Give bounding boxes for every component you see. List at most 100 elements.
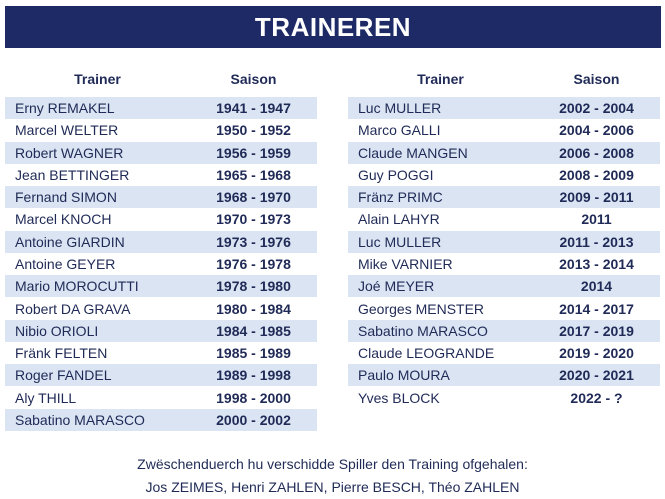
trainer-name: Luc MULLER: [358, 233, 442, 250]
trainer-season: 2017 - 2019: [559, 322, 634, 339]
trainer-season: 2000 - 2002: [216, 411, 291, 428]
trainer-name: Marco GALLI: [358, 122, 441, 139]
table-row: Georges MENSTER 2014 - 2017: [348, 297, 660, 319]
season-column-header: Saison: [573, 71, 620, 87]
trainer-season: 1998 - 2000: [216, 389, 291, 406]
trainer-rows-right: Luc MULLER 2002 - 2004 Marco GALLI 2004 - 2…: [348, 97, 660, 409]
trainer-season: 2006 - 2008: [559, 144, 634, 161]
table-row: Nibio ORIOLI 1984 - 1985: [5, 319, 317, 342]
trainer-season: 1970 - 1973: [216, 211, 291, 228]
trainer-name: Sabatino MARASCO: [15, 411, 145, 428]
trainer-name: Jean BETTINGER: [15, 166, 130, 183]
trainer-name: Robert DA GRAVA: [15, 300, 131, 317]
table-row: Mario MOROCUTTI 1978 - 1980: [5, 275, 317, 298]
table-row: Luc MULLER 2002 - 2004: [348, 97, 660, 120]
table-row: Fernand SIMON 1968 - 1970: [5, 186, 317, 209]
trainer-name: Antoine GIARDIN: [15, 233, 125, 250]
trainer-season: 1976 - 1978: [216, 255, 291, 272]
trainer-season: 1989 - 1998: [216, 367, 291, 384]
trainer-season: 1968 - 1970: [216, 189, 291, 206]
trainer-name: Guy POGGI: [358, 166, 434, 183]
trainer-season: 1978 - 1980: [216, 278, 291, 295]
table-row: Alain LAHYR 2011: [348, 208, 660, 230]
trainer-name: Yves BLOCK: [358, 389, 440, 406]
footer-interim-coaches: Jos ZEIMES, Henri ZAHLEN, Pierre BESCH, …: [145, 479, 520, 495]
trainer-season: 2014 - 2017: [559, 300, 634, 317]
table-row: Mike VARNIER 2013 - 2014: [348, 253, 660, 275]
trainer-season: 2002 - 2004: [559, 100, 634, 117]
trainer-name: Marcel KNOCH: [15, 211, 112, 228]
trainer-table-left: Trainer Saison Erny REMAKEL 1941 - 1947 Ma…: [5, 68, 317, 431]
table-row: Aly THILL 1998 - 2000: [5, 386, 317, 408]
trainer-rows-left: Erny REMAKEL 1941 - 1947 Marcel WELTER 1950…: [5, 97, 317, 431]
table-row: Antoine GEYER 1976 - 1978: [5, 253, 317, 275]
table-row: Fränz PRIMC 2009 - 2011: [348, 186, 660, 209]
trainer-season: 2014: [580, 278, 613, 295]
trainer-season: 2011 - 2013: [559, 233, 634, 250]
trainer-name: Alain LAHYR: [358, 211, 440, 228]
season-column-header: Saison: [230, 71, 277, 87]
table-row: Roger FANDEL 1989 - 1998: [5, 364, 317, 387]
table-row: Claude LEOGRANDE 2019 - 2020: [348, 342, 660, 364]
trainer-season: 1941 - 1947: [216, 100, 291, 117]
table-row: Luc MULLER 2011 - 2013: [348, 230, 660, 253]
trainer-season: 2020 - 2021: [559, 367, 634, 384]
trainer-season: 2008 - 2009: [559, 166, 634, 183]
trainer-table-right: Trainer Saison Luc MULLER 2002 - 2004 Marc…: [348, 68, 660, 409]
trainer-name: Erny REMAKEL: [15, 100, 115, 117]
page-title-banner: TRAINEREN: [5, 6, 661, 48]
trainer-season: 1985 - 1989: [216, 345, 291, 362]
table-header: Trainer Saison: [5, 68, 317, 90]
table-row: Guy POGGI 2008 - 2009: [348, 164, 660, 186]
trainer-season: 1956 - 1959: [216, 144, 291, 161]
trainer-name: Nibio ORIOLI: [15, 322, 99, 339]
trainer-name: Antoine GEYER: [15, 255, 116, 272]
trainer-season: 2019 - 2020: [559, 345, 634, 362]
trainer-season: 1973 - 1976: [216, 233, 291, 250]
trainer-name: Mario MOROCUTTI: [15, 278, 139, 295]
table-row: Marcel KNOCH 1970 - 1973: [5, 208, 317, 230]
trainer-name: Aly THILL: [15, 389, 77, 406]
trainer-name: Luc MULLER: [358, 100, 442, 117]
trainer-name: Mike VARNIER: [358, 255, 453, 272]
page-title: TRAINEREN: [254, 11, 412, 42]
table-row: Claude MANGEN 2006 - 2008: [348, 141, 660, 164]
trainer-name: Paulo MOURA: [358, 367, 450, 384]
trainer-season: 1980 - 1984: [216, 300, 291, 317]
trainer-season: 2004 - 2006: [559, 122, 634, 139]
table-header: Trainer Saison: [348, 68, 660, 90]
trainer-name: Robert WAGNER: [15, 144, 124, 161]
trainer-season: 1950 - 1952: [216, 122, 291, 139]
trainer-name: Claude MANGEN: [358, 144, 468, 161]
trainer-name: Claude LEOGRANDE: [358, 345, 495, 362]
table-row: Paulo MOURA 2020 - 2021: [348, 364, 660, 387]
trainer-name: Joé MEYER: [358, 278, 435, 295]
trainer-name: Roger FANDEL: [15, 367, 112, 384]
table-row: Yves BLOCK 2022 - ?: [348, 386, 660, 408]
trainer-name: Fränk FELTEN: [15, 345, 108, 362]
trainer-name: Fernand SIMON: [15, 189, 117, 206]
trainer-column-header: Trainer: [417, 71, 464, 87]
table-row: Marco GALLI 2004 - 2006: [348, 119, 660, 141]
table-row: Fränk FELTEN 1985 - 1989: [5, 342, 317, 364]
trainer-season: 2011: [581, 211, 612, 228]
trainer-season: 1965 - 1968: [216, 166, 291, 183]
table-row: Robert WAGNER 1956 - 1959: [5, 141, 317, 164]
table-row: Erny REMAKEL 1941 - 1947: [5, 97, 317, 120]
table-row: Jean BETTINGER 1965 - 1968: [5, 164, 317, 186]
table-row: Marcel WELTER 1950 - 1952: [5, 119, 317, 141]
table-row: Robert DA GRAVA 1980 - 1984: [5, 297, 317, 319]
trainer-season: 2009 - 2011: [559, 189, 634, 206]
trainer-season: 2022 - ?: [570, 389, 623, 406]
trainer-name: Sabatino MARASCO: [358, 322, 488, 339]
trainer-name: Fränz PRIMC: [358, 189, 443, 206]
table-row: Antoine GIARDIN 1973 - 1976: [5, 230, 317, 253]
table-row: Joé MEYER 2014: [348, 275, 660, 298]
table-row: Sabatino MARASCO 2017 - 2019: [348, 319, 660, 342]
trainer-season: 2013 - 2014: [559, 255, 634, 272]
trainer-column-header: Trainer: [74, 71, 121, 87]
footer-note: Zwëschenduerch hu verschidde Spiller den…: [137, 456, 528, 472]
trainer-name: Georges MENSTER: [358, 300, 485, 317]
trainer-season: 1984 - 1985: [216, 322, 291, 339]
table-row: Sabatino MARASCO 2000 - 2002: [5, 408, 317, 431]
